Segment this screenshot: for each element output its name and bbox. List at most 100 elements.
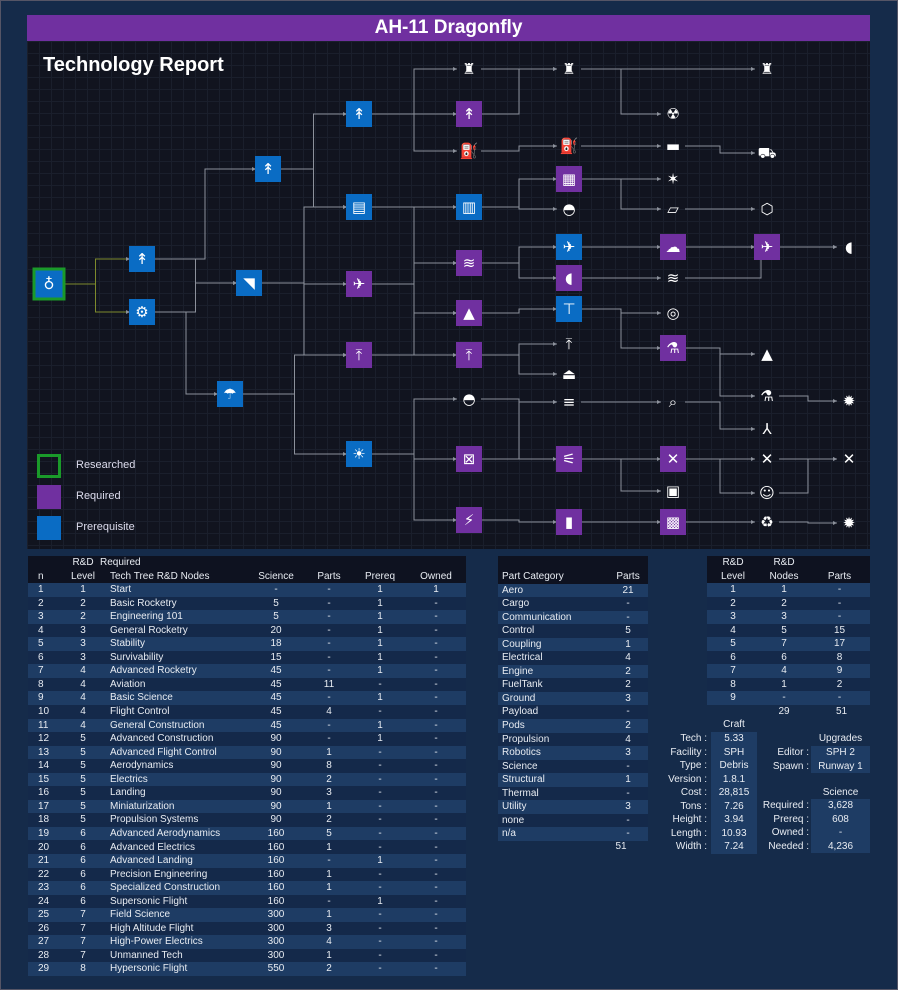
- header-level-top: R&D: [68, 556, 98, 570]
- tech-node-required[interactable]: ≋: [456, 250, 482, 276]
- tech-node-required[interactable]: ⚡: [456, 507, 482, 533]
- tech-node-locked[interactable]: ♜: [562, 60, 575, 78]
- connector-arrow: [833, 399, 837, 403]
- tech-node-locked[interactable]: ⛽: [560, 137, 579, 155]
- tree-connector: [481, 246, 557, 264]
- plates-icon: ▱: [667, 200, 679, 218]
- tech-node-locked[interactable]: ▱: [667, 200, 679, 218]
- tech-node-prerequisite[interactable]: ✈: [556, 234, 582, 260]
- header-prereq: Prereq: [354, 569, 406, 584]
- tech-node-locked[interactable]: ▣: [666, 482, 680, 500]
- tech-node-prerequisite[interactable]: ⚙: [129, 299, 155, 325]
- tech-node-required[interactable]: ▦: [556, 166, 582, 192]
- row-parts: -: [304, 664, 354, 678]
- tech-node-locked[interactable]: ✕: [761, 450, 774, 468]
- tech-node-required[interactable]: ✕: [660, 446, 686, 472]
- intake-icon: ◖: [845, 238, 853, 256]
- row-level: 7: [68, 935, 98, 949]
- tech-node-locked[interactable]: ◖: [845, 238, 853, 256]
- table-row: 26 7 High Altitude Flight 300 3- -: [28, 921, 466, 936]
- connector-arrow: [453, 311, 457, 315]
- tech-node-prerequisite[interactable]: ▤: [346, 194, 372, 220]
- fuel-icon: ⛽: [560, 137, 579, 155]
- tech-node-locked[interactable]: ☺: [759, 484, 775, 502]
- row-node-name: Advanced Construction: [98, 732, 248, 746]
- tech-node-required[interactable]: ▮: [556, 509, 582, 535]
- tech-node-locked[interactable]: ◓: [462, 390, 475, 408]
- tech-node-locked[interactable]: ✹: [843, 392, 856, 410]
- row-parts: 2: [304, 813, 354, 827]
- row-prereq: 1: [354, 894, 406, 909]
- tech-node-locked[interactable]: ☢: [666, 105, 679, 123]
- row-n: 8: [28, 677, 68, 692]
- tech-node-locked[interactable]: ▲: [761, 345, 773, 363]
- craft-label: Tons :: [680, 800, 707, 812]
- tech-node-locked[interactable]: ♜: [760, 60, 773, 78]
- header-science: Science: [248, 569, 304, 584]
- tech-node-locked[interactable]: ⛟: [758, 144, 777, 162]
- tech-node-required[interactable]: ⚟: [556, 446, 582, 472]
- tech-node-locked[interactable]: ◓: [562, 200, 575, 218]
- row-n: 23: [28, 881, 68, 895]
- row-prereq: -: [354, 908, 406, 922]
- tech-node-locked[interactable]: ◎: [666, 304, 679, 322]
- tech-node-required[interactable]: ⚗: [660, 335, 686, 361]
- tech-node-prerequisite[interactable]: ▥: [456, 194, 482, 220]
- tech-node-required[interactable]: ☁: [660, 234, 686, 260]
- tech-node-required[interactable]: ▩: [660, 509, 686, 535]
- tech-node-required[interactable]: ↟: [456, 101, 482, 127]
- tech-node-prerequisite[interactable]: ◥: [236, 270, 262, 296]
- tech-node-box: [456, 300, 482, 326]
- row-science: 300: [248, 948, 304, 963]
- tech-node-locked[interactable]: ✹: [843, 514, 856, 532]
- row-owned: -: [406, 921, 466, 936]
- tech-node-required[interactable]: ⤒: [346, 342, 372, 368]
- tech-node-locked[interactable]: ✶: [667, 170, 680, 188]
- tech-node-box: [346, 342, 372, 368]
- tech-node-prerequisite[interactable]: ☂: [217, 381, 243, 407]
- row-parts: 4: [304, 935, 354, 949]
- structure-icon: ▥: [462, 198, 476, 216]
- tech-node-locked[interactable]: ▬: [666, 137, 680, 155]
- tech-node-locked[interactable]: ⌕: [669, 393, 677, 411]
- tech-node-required[interactable]: ▲: [456, 300, 482, 326]
- spark-icon: ✶: [667, 170, 680, 188]
- tech-node-locked[interactable]: ♻: [760, 513, 773, 531]
- row-science: 160: [248, 854, 304, 868]
- tech-node-prerequisite[interactable]: ⊤: [556, 296, 582, 322]
- tech-node-researched[interactable]: ♁: [32, 267, 66, 301]
- tech-node-required[interactable]: ✈: [754, 234, 780, 260]
- row-prereq: -: [354, 745, 406, 760]
- upgrades-value: SPH 2: [811, 746, 870, 760]
- tech-node-locked[interactable]: ⚗: [760, 387, 773, 405]
- row-science: 90: [248, 732, 304, 746]
- connector-arrow: [751, 427, 755, 431]
- tech-node-required[interactable]: ⊠: [456, 446, 482, 472]
- connector-arrow: [343, 353, 347, 357]
- nodes: 2: [759, 596, 809, 611]
- tech-node-locked[interactable]: ⬡: [760, 200, 773, 218]
- tech-node-required[interactable]: ✈: [346, 271, 372, 297]
- row-parts: 3: [304, 786, 354, 800]
- tech-node-prerequisite[interactable]: ↟: [255, 156, 281, 182]
- tech-node-prerequisite[interactable]: ↟: [129, 246, 155, 272]
- tech-node-prerequisite[interactable]: ☀: [346, 441, 372, 467]
- row-node-name: Aviation: [98, 677, 248, 692]
- connector-arrow: [751, 245, 755, 249]
- tech-node-required[interactable]: ◖: [556, 265, 582, 291]
- tech-node-locked[interactable]: ⏏: [562, 365, 576, 383]
- connector-arrow: [657, 346, 661, 350]
- tech-node-locked[interactable]: ♜: [462, 60, 475, 78]
- category-name: Cargo: [498, 597, 609, 611]
- tech-node-locked[interactable]: ✕: [843, 450, 856, 468]
- tech-node-locked[interactable]: ≋: [667, 269, 680, 287]
- tech-node-locked[interactable]: ⅄: [761, 420, 772, 438]
- row-n: 27: [28, 935, 68, 949]
- tech-node-locked[interactable]: ⤒: [566, 335, 573, 353]
- tech-node-locked[interactable]: ⛽: [460, 142, 479, 160]
- tech-node-prerequisite[interactable]: ↟: [346, 101, 372, 127]
- tech-node-locked[interactable]: ≡: [563, 393, 576, 411]
- row-prereq: 1: [354, 650, 406, 665]
- tech-node-required[interactable]: ⤒: [456, 342, 482, 368]
